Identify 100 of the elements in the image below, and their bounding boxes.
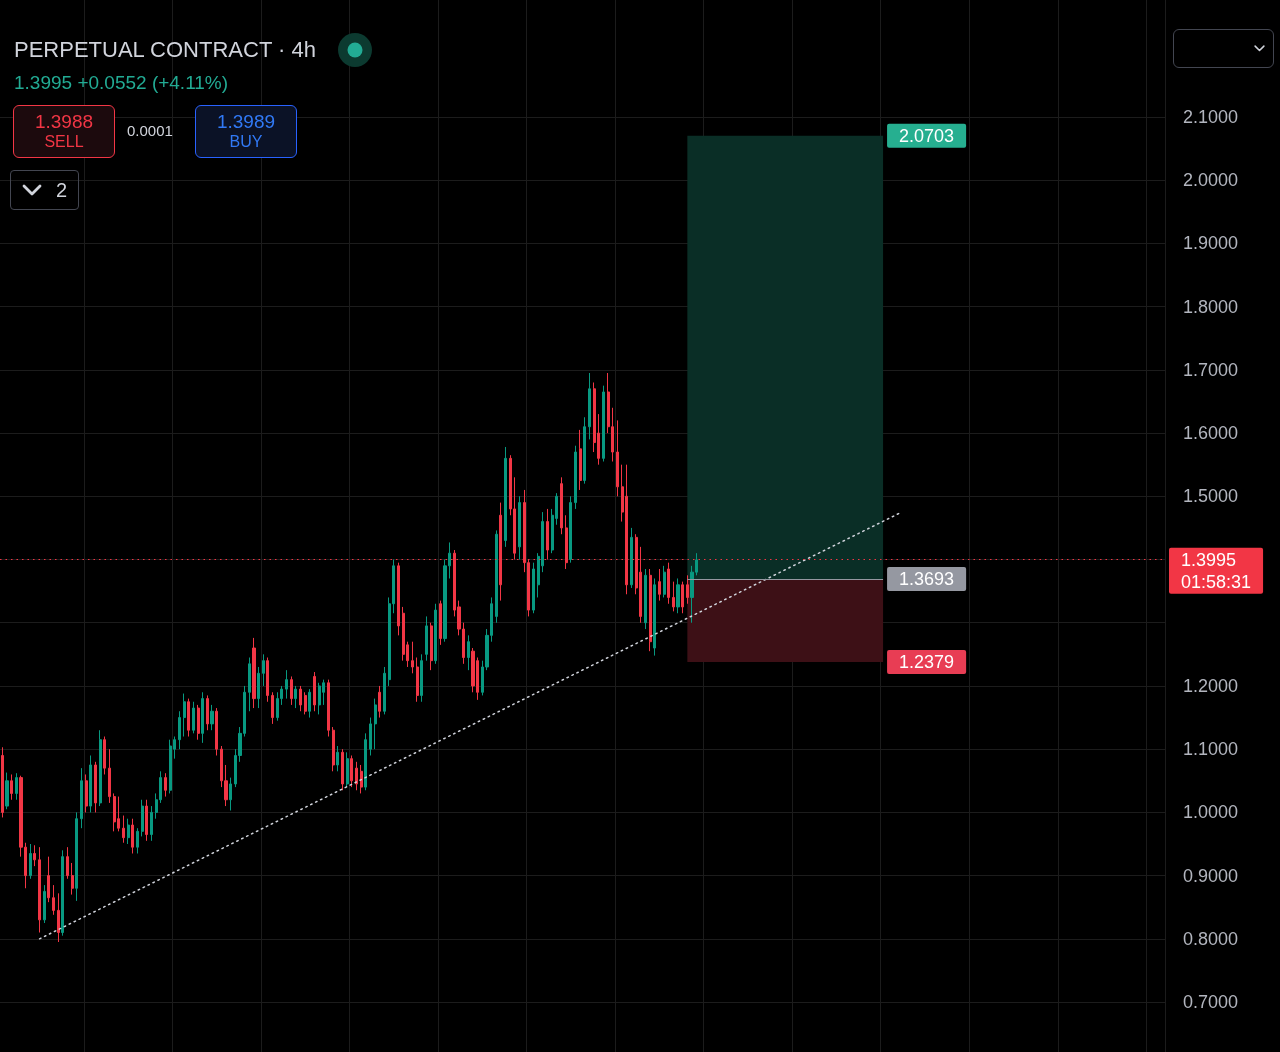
- candlestick: [676, 577, 680, 614]
- candlestick: [411, 641, 414, 674]
- candlestick: [588, 372, 591, 440]
- y-tick-label: 1.1000: [1183, 739, 1239, 760]
- candlestick: [66, 846, 69, 880]
- candlestick: [5, 772, 9, 810]
- candlestick: [197, 704, 200, 741]
- candlestick: [178, 710, 181, 750]
- candlestick: [304, 691, 307, 715]
- y-tick-label: 1.5000: [1183, 486, 1239, 507]
- candlestick: [38, 846, 41, 934]
- candlestick: [89, 754, 92, 813]
- candlestick: [434, 603, 437, 665]
- candlestick: [294, 685, 297, 709]
- candlestick: [425, 615, 428, 662]
- candlestick: [308, 688, 311, 719]
- candlestick: [29, 843, 32, 880]
- candlestick: [169, 739, 172, 794]
- y-tick-label: 2.1000: [1183, 106, 1239, 127]
- candlestick: [574, 445, 577, 510]
- candlestick: [47, 856, 50, 903]
- candlestick: [1, 746, 4, 818]
- candlestick: [262, 653, 265, 687]
- candlestick: [145, 799, 148, 842]
- candlestick: [416, 657, 419, 703]
- candlestick: [327, 679, 330, 738]
- candlestick: [57, 892, 60, 943]
- candlestick: [313, 671, 316, 712]
- candlestick: [271, 691, 274, 725]
- candlestick: [215, 707, 218, 756]
- candlestick: [43, 884, 46, 924]
- candlestick: [108, 748, 111, 804]
- candlestick: [560, 476, 563, 535]
- candlestick: [122, 815, 125, 844]
- candlestick: [61, 849, 64, 937]
- candlestick: [369, 717, 372, 756]
- y-tick-label: 1.8000: [1183, 296, 1239, 317]
- annotation: 1.3988: [34, 111, 94, 134]
- candlestick: [131, 818, 134, 854]
- candlestick: [649, 568, 652, 652]
- candlestick: [187, 698, 190, 738]
- candlestick: [248, 657, 251, 712]
- candlestick: [299, 685, 302, 712]
- candlestick: [583, 416, 586, 485]
- candlestick: [518, 495, 521, 561]
- candlestick: [630, 527, 633, 589]
- buy-button: 1.3989 BUY: [195, 105, 297, 158]
- y-tick-label: 1.9000: [1183, 233, 1239, 254]
- candlestick: [644, 568, 647, 630]
- band-label: 1.2379: [899, 651, 955, 672]
- annotation: BUY: [229, 133, 263, 152]
- candlestick: [127, 818, 130, 845]
- candlestick: [504, 446, 507, 548]
- candlestick: [210, 704, 214, 731]
- candlestick: [136, 827, 139, 854]
- candlestick: [658, 568, 661, 602]
- candlestick: [383, 666, 386, 715]
- ref-line-label: 1.3995 01:58:31: [1181, 549, 1252, 592]
- candlestick: [201, 691, 204, 744]
- candlestick: [397, 562, 400, 636]
- candlestick: [350, 754, 353, 788]
- candlestick: [290, 675, 293, 706]
- candlestick: [80, 767, 83, 829]
- candlestick: [266, 657, 269, 703]
- candlestick: [183, 693, 186, 738]
- sell-button: 1.3988 SELL: [13, 105, 115, 158]
- candlestick: [206, 694, 209, 731]
- candlestick: [33, 844, 36, 867]
- candlestick: [430, 622, 433, 671]
- candlestick: [686, 574, 689, 605]
- candlestick: [10, 773, 13, 801]
- candlestick: [467, 634, 470, 671]
- candlestick: [141, 799, 144, 837]
- y-tick-label: 1.7000: [1183, 359, 1239, 380]
- y-tick-label: 1.6000: [1183, 423, 1239, 444]
- candlestick: [71, 862, 74, 896]
- candlestick: [569, 495, 572, 564]
- candlestick: [192, 701, 195, 734]
- candlestick: [346, 751, 349, 788]
- candlestick: [229, 777, 232, 811]
- candlestick: [420, 653, 423, 703]
- annotation: SELL: [44, 133, 84, 152]
- candlestick: [332, 726, 335, 772]
- candlestick: [532, 562, 535, 614]
- candlestick: [602, 385, 605, 463]
- candlestick: [653, 577, 656, 657]
- candlestick: [52, 884, 55, 916]
- candlestick: [103, 736, 106, 775]
- candlestick: [285, 669, 288, 700]
- ref-line-label: 1.3693: [899, 568, 955, 589]
- candlestick: [439, 600, 442, 646]
- candlestick: [672, 581, 675, 612]
- candlestick: [681, 581, 684, 614]
- text: 1.3995 +0.0552 (+4.11%): [14, 72, 229, 94]
- candlestick: [341, 748, 344, 791]
- candlestick: [99, 729, 102, 807]
- candlestick: [117, 796, 120, 832]
- candlestick: [318, 682, 321, 715]
- candlestick: [150, 805, 153, 842]
- candlestick: [616, 419, 619, 497]
